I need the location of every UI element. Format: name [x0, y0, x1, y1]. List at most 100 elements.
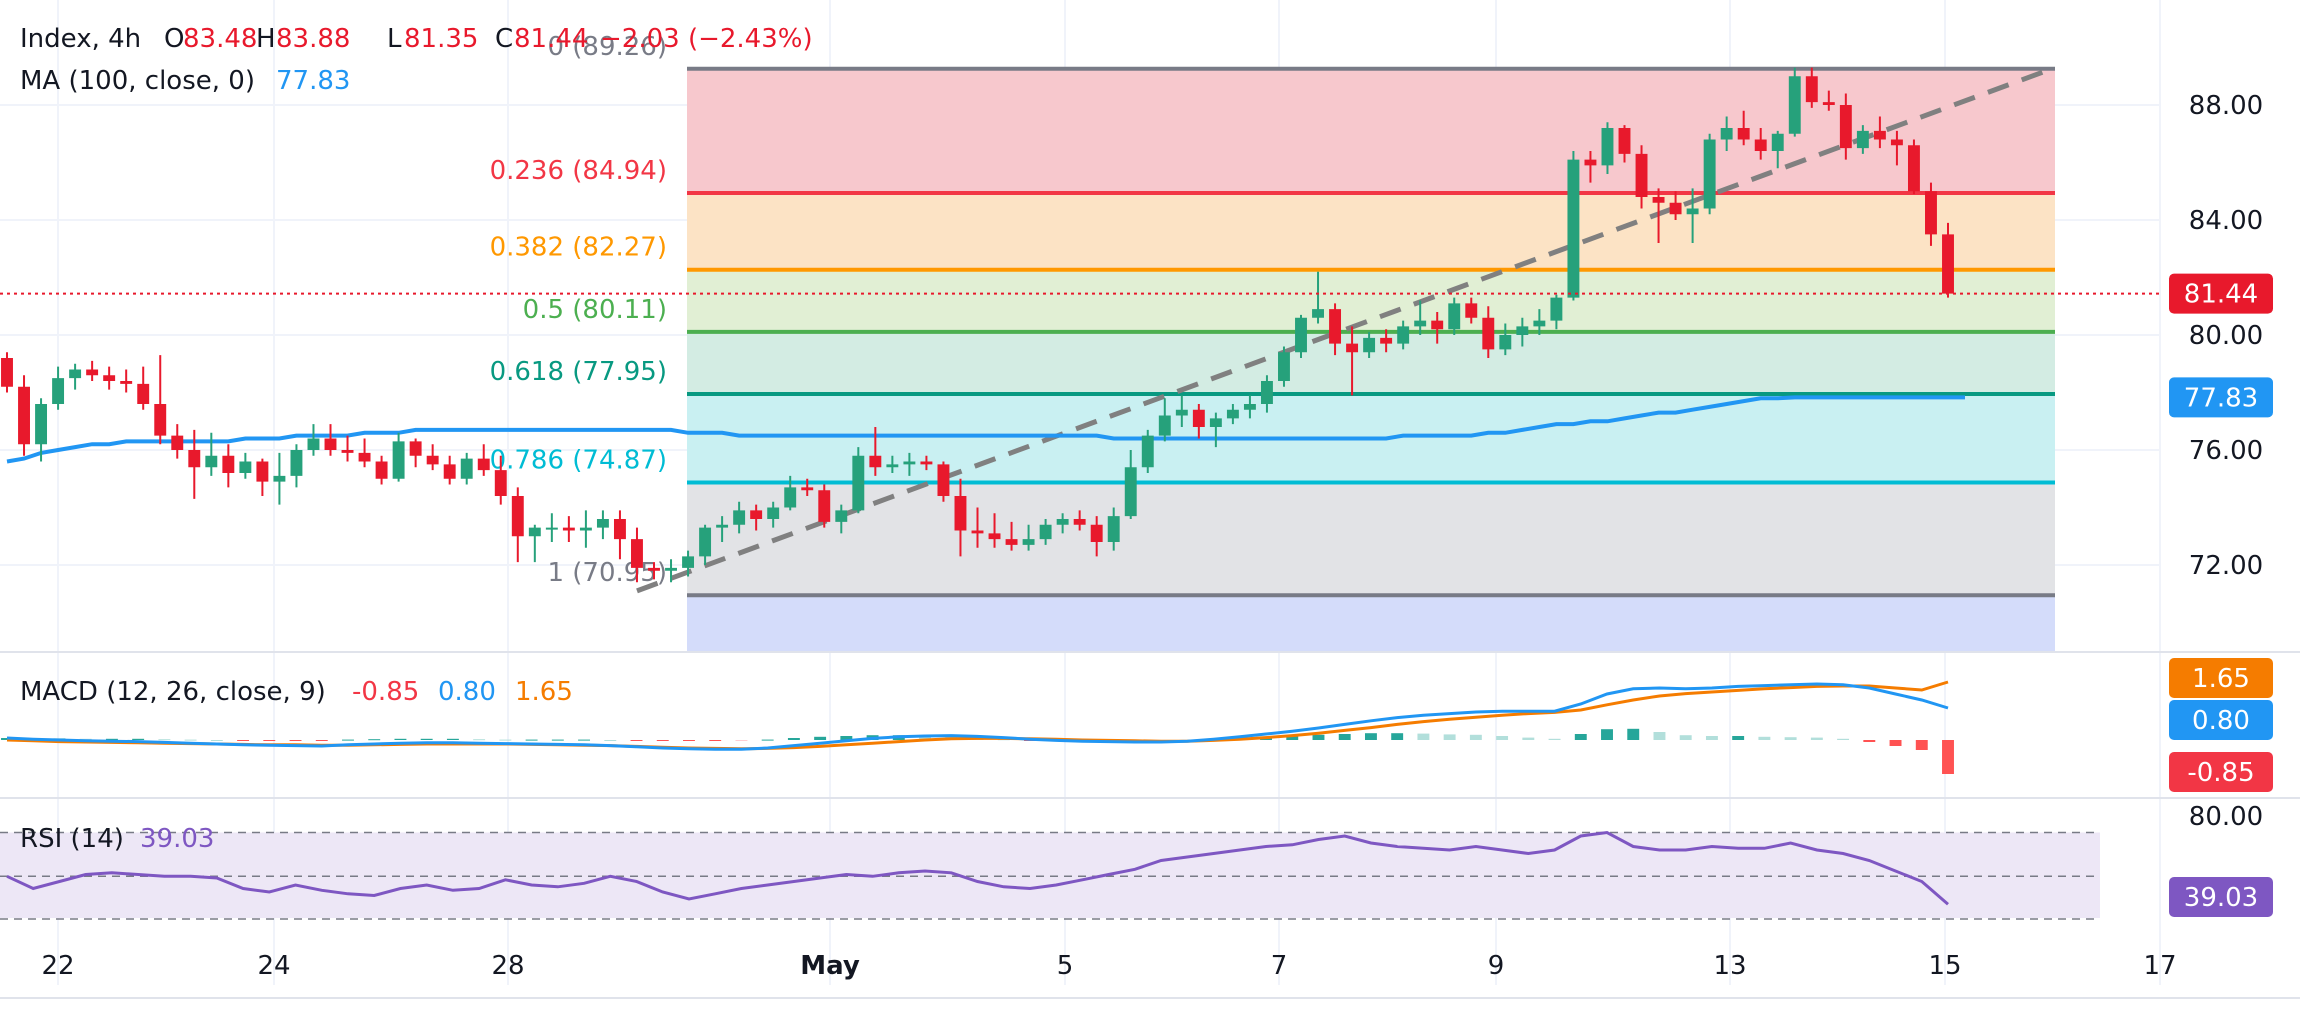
- macd-histogram-bar: [420, 738, 433, 740]
- ma-legend-value: 77.83: [276, 66, 350, 96]
- candle-body: [750, 510, 763, 519]
- candle-body: [1363, 337, 1376, 353]
- candle-body: [903, 461, 916, 465]
- candle-body: [1737, 128, 1750, 140]
- price-tick-label: 88.00: [2189, 91, 2263, 121]
- macd-histogram-bar: [315, 740, 328, 741]
- candle-body: [579, 527, 592, 531]
- macd-histogram-bar: [1732, 736, 1745, 740]
- candle-body: [222, 455, 235, 473]
- candle-body: [1652, 197, 1665, 203]
- rsi-tick-label: 80.00: [2189, 802, 2263, 832]
- macd-histogram-bar: [787, 738, 800, 740]
- candle-body: [852, 455, 865, 511]
- macd-histogram-bar: [1443, 734, 1456, 740]
- price-tick-label: 80.00: [2189, 321, 2263, 351]
- ma-price-tag: [2169, 377, 2273, 418]
- macd-histogram-bar: [683, 740, 695, 741]
- candle-body: [18, 386, 30, 445]
- candle-body: [392, 441, 405, 479]
- candle-body: [1669, 202, 1682, 215]
- candle-body: [1397, 326, 1410, 344]
- macd-histogram-bar: [1496, 736, 1509, 740]
- rsi-value: 39.03: [140, 824, 214, 854]
- candle-body: [835, 510, 848, 522]
- low-label: L: [387, 24, 402, 54]
- candle-body: [596, 519, 609, 528]
- macd-value-tag: [2169, 700, 2273, 740]
- last-price-tag-text: 81.44: [2184, 280, 2258, 310]
- macd-histogram-bar: [184, 739, 197, 741]
- macd-histogram-bar: [919, 736, 931, 740]
- macd-signal-tag: [2169, 658, 2273, 698]
- fib-zone: [687, 269, 2055, 332]
- candle-body: [205, 455, 218, 468]
- candle-body: [1124, 467, 1137, 517]
- time-tick-label: 5: [1057, 951, 1074, 981]
- candle-body: [1278, 352, 1290, 381]
- macd-histogram-bar: [473, 739, 486, 741]
- candle-body: [988, 533, 1001, 540]
- macd-hist-value: -0.85: [352, 677, 419, 707]
- macd-histogram-bar: [1312, 734, 1325, 740]
- candle-body: [137, 383, 150, 404]
- candle-body: [1329, 309, 1342, 344]
- axes: 88.00 84.00 80.00 76.00 72.00 81.44 77.83 22 24 2…: [0, 91, 2300, 999]
- ma-legend-label: MA (100, close, 0): [20, 66, 255, 96]
- header-legend: Index, 4h O 83.48 H 83.88 L 81.35 C 81.4…: [20, 24, 813, 96]
- candle-body: [341, 450, 354, 453]
- candle-body: [1516, 326, 1529, 335]
- candle-body: [1107, 516, 1120, 542]
- candle-body: [631, 539, 643, 568]
- candle-body: [1925, 191, 1937, 235]
- ma100-line: [6, 395, 1965, 464]
- macd-histogram-bar: [735, 740, 748, 741]
- macd-histogram-bar: [394, 738, 407, 740]
- candle-body: [1890, 139, 1903, 146]
- time-tick-label: 13: [1713, 951, 1746, 981]
- candle-body: [35, 404, 48, 445]
- candle-body: [1260, 381, 1273, 404]
- fib-zone: [687, 192, 2055, 270]
- close-label: C: [495, 24, 513, 54]
- candle-body: [1482, 317, 1495, 350]
- candle-body: [1754, 139, 1767, 151]
- candle-body: [1226, 409, 1239, 419]
- macd-histogram-bar: [1915, 740, 1928, 750]
- macd-line: [6, 682, 1949, 751]
- fib-zone: [687, 482, 2055, 596]
- rsi-value-tag-text: 39.03: [2184, 883, 2258, 913]
- candle-body: [239, 461, 252, 473]
- time-tick-label: 24: [257, 951, 290, 981]
- rsi-label: RSI (14): [20, 824, 124, 854]
- candle-body: [1873, 130, 1886, 140]
- candle-body: [937, 464, 950, 496]
- macd-histogram-bar: [1338, 734, 1351, 740]
- candle-body: [188, 450, 201, 468]
- macd-histogram-bar: [630, 740, 643, 741]
- candle-body: [528, 527, 541, 537]
- candle-body: [682, 556, 695, 568]
- macd-histogram-bar: [1653, 732, 1666, 740]
- time-tick-label: 22: [41, 951, 74, 981]
- change-value: −2.03 (−2.43%): [600, 24, 813, 54]
- candle-body: [511, 496, 524, 537]
- candle-body: [954, 496, 967, 531]
- macd-histogram-bar: [1758, 736, 1771, 740]
- candle-body: [1073, 519, 1086, 525]
- macd-histogram-bar: [132, 738, 145, 740]
- candle-body: [1312, 309, 1324, 318]
- candle-body: [1533, 320, 1546, 327]
- candle-body: [665, 567, 677, 571]
- macd-histogram-bar: [1391, 733, 1404, 740]
- macd-histogram-bar: [289, 740, 302, 741]
- macd-histogram-bar: [446, 738, 459, 740]
- candle-body: [869, 455, 882, 468]
- macd-histogram-bar: [1574, 734, 1587, 740]
- macd-histogram-bar: [1417, 733, 1430, 740]
- macd-histogram-bar: [1889, 740, 1902, 746]
- fib-zone: [687, 68, 2055, 193]
- candle-body: [1550, 297, 1563, 321]
- macd-histogram-bar: [1942, 740, 1954, 774]
